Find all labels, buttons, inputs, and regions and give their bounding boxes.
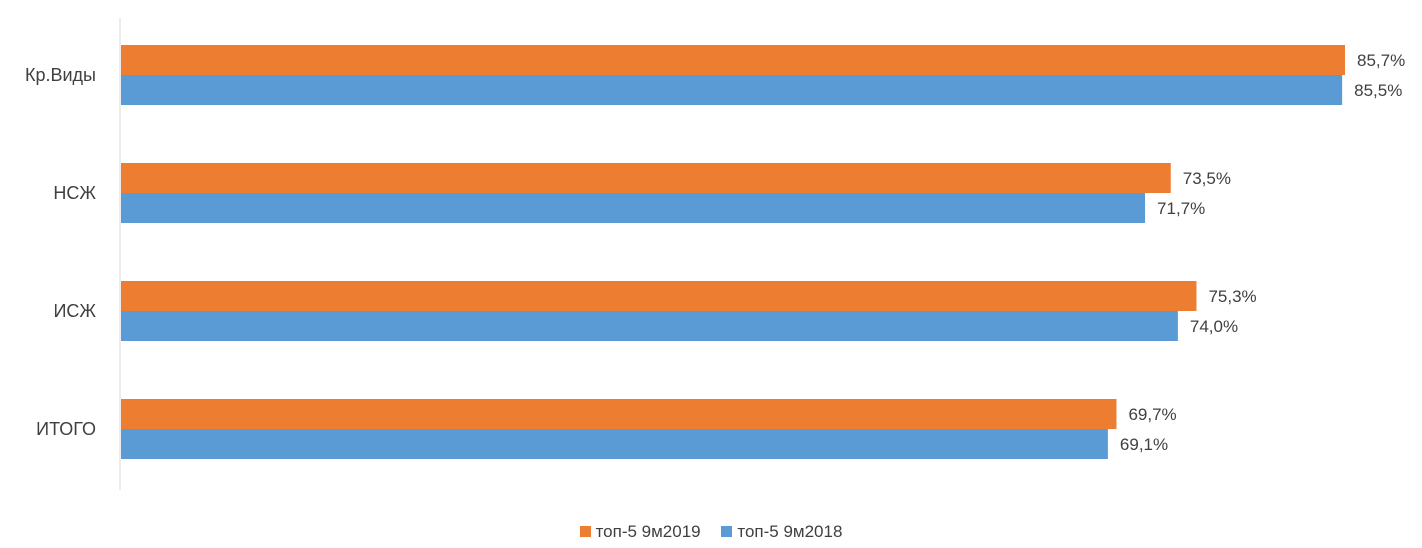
legend-item-2018: топ-5 9м2018 <box>721 522 842 542</box>
category-label-cat-3: ИТОГО <box>36 419 96 439</box>
bar-series0-cat-2 <box>121 281 1197 311</box>
category-label-cat-0: Кр.Виды <box>25 65 96 85</box>
legend-label-2019: топ-5 9м2019 <box>595 522 701 541</box>
bar-series0-cat-1 <box>121 163 1171 193</box>
data-label-series1-cat-3: 69,1% <box>1120 435 1168 454</box>
bar-series1-cat-2 <box>121 311 1178 341</box>
bar-series1-cat-3 <box>121 429 1108 459</box>
legend-item-2019: топ-5 9м2019 <box>579 522 701 542</box>
legend-swatch-2018 <box>721 526 733 537</box>
data-label-series0-cat-0: 85,7% <box>1357 51 1405 70</box>
data-label-series1-cat-2: 74,0% <box>1190 317 1238 336</box>
bar-series0-cat-3 <box>121 399 1117 429</box>
legend: топ-5 9м2019 топ-5 9м2018 <box>0 522 1422 542</box>
bar-series1-cat-1 <box>121 193 1146 223</box>
category-label-cat-1: НСЖ <box>53 183 96 203</box>
data-label-series1-cat-1: 71,7% <box>1157 199 1205 218</box>
data-label-series0-cat-1: 73,5% <box>1183 169 1231 188</box>
bar-series0-cat-0 <box>121 45 1345 75</box>
data-label-series0-cat-3: 69,7% <box>1128 405 1176 424</box>
data-label-series1-cat-0: 85,5% <box>1354 81 1402 100</box>
category-label-cat-2: ИСЖ <box>53 301 96 321</box>
legend-label-2018: топ-5 9м2018 <box>737 522 843 541</box>
bar-series1-cat-0 <box>121 75 1343 105</box>
data-label-series0-cat-2: 75,3% <box>1208 287 1256 306</box>
legend-swatch-2019 <box>579 526 591 537</box>
